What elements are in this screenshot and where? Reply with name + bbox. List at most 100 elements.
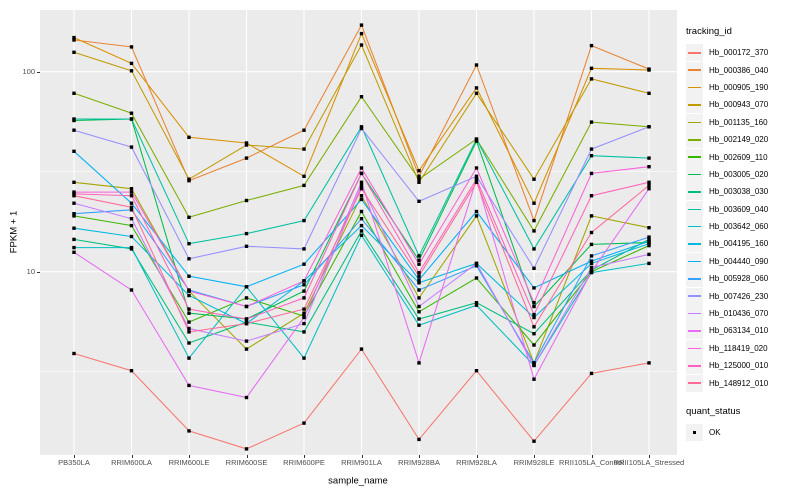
legend-key-line xyxy=(688,86,701,89)
data-point xyxy=(647,91,651,95)
legend-key-swatch xyxy=(686,218,703,236)
data-point xyxy=(532,325,536,329)
legend-label: Hb_000386_040 xyxy=(709,65,769,75)
data-point xyxy=(129,69,134,73)
legend: tracking_id Hb_000172_370 Hb_000386_040 Hb… xyxy=(686,26,768,441)
data-point xyxy=(417,437,421,442)
data-point xyxy=(359,126,364,131)
data-point xyxy=(244,141,249,145)
data-point xyxy=(72,250,76,254)
data-point xyxy=(647,183,651,188)
data-point xyxy=(359,194,364,198)
data-point xyxy=(129,187,134,191)
data-point xyxy=(589,66,594,70)
data-point xyxy=(417,278,421,282)
data-point xyxy=(244,321,249,326)
legend-key-swatch xyxy=(686,339,703,357)
data-point xyxy=(647,156,651,160)
data-point xyxy=(187,311,191,315)
data-point xyxy=(129,288,134,292)
data-point xyxy=(417,180,421,184)
data-point xyxy=(589,261,594,266)
data-point xyxy=(359,229,364,233)
data-point xyxy=(589,242,594,247)
data-point xyxy=(589,254,594,258)
data-point xyxy=(589,43,594,48)
data-point xyxy=(589,265,594,270)
x-tick-label: RRII105LA_Control xyxy=(558,458,625,467)
data-point xyxy=(647,180,651,184)
y-tick-mark xyxy=(37,271,40,273)
data-point xyxy=(474,369,479,373)
data-point xyxy=(187,242,191,246)
data-point xyxy=(532,201,536,205)
legend-key-swatch xyxy=(686,148,703,166)
data-point xyxy=(474,264,479,268)
data-point xyxy=(417,262,421,266)
legend-key-line xyxy=(688,312,701,315)
legend-key-swatch xyxy=(686,357,703,375)
data-point xyxy=(589,120,594,124)
x-tick-mark xyxy=(74,455,75,458)
data-point xyxy=(244,447,249,451)
legend-key-swatch xyxy=(686,287,703,305)
legend-entry-Hb_000905_190: Hb_000905_190 xyxy=(686,78,768,96)
data-point xyxy=(187,320,191,324)
x-tick-label: RRIM928BA xyxy=(398,458,440,467)
data-point xyxy=(244,244,249,248)
data-point xyxy=(589,214,594,218)
data-point xyxy=(302,307,306,311)
data-point xyxy=(244,285,249,289)
data-point xyxy=(359,197,364,202)
data-point xyxy=(187,135,191,139)
data-point xyxy=(302,247,306,251)
x-tick-label: RRIM928LA xyxy=(456,458,497,467)
data-point xyxy=(359,31,364,36)
data-point xyxy=(129,369,134,373)
data-point xyxy=(302,218,306,223)
legend-key-line xyxy=(688,69,701,71)
legend-key-line xyxy=(688,347,701,350)
legend-label: Hb_007426_230 xyxy=(709,291,769,301)
y-axis-title: FPKM + 1 xyxy=(8,210,20,254)
data-point xyxy=(589,154,594,158)
data-point xyxy=(474,180,479,184)
x-tick-mark xyxy=(649,455,650,458)
data-point xyxy=(532,247,536,251)
data-point xyxy=(72,190,76,194)
legend-key-swatch xyxy=(686,305,703,323)
data-point xyxy=(187,177,191,181)
data-point xyxy=(72,91,76,95)
data-point xyxy=(474,63,479,67)
data-point xyxy=(417,270,421,275)
data-point xyxy=(244,347,249,351)
data-point xyxy=(72,226,76,230)
legend-key-line xyxy=(688,260,701,263)
data-point xyxy=(417,169,421,173)
data-point xyxy=(187,383,191,388)
data-point xyxy=(359,95,364,99)
legend-entry-Hb_063134_010: Hb_063134_010 xyxy=(686,322,768,340)
data-point xyxy=(187,274,191,278)
legend-entry-Hb_118419_020: Hb_118419_020 xyxy=(686,339,768,357)
data-point xyxy=(647,235,651,239)
data-point xyxy=(129,217,134,221)
data-point xyxy=(417,317,421,321)
legend-key-line xyxy=(688,104,701,106)
legend-label: Hb_003609_040 xyxy=(709,204,769,214)
data-point xyxy=(532,439,536,443)
legend-key-line xyxy=(688,121,701,124)
x-tick-mark xyxy=(591,455,593,458)
data-point xyxy=(532,361,536,365)
legend-entry-Hb_007426_230: Hb_007426_230 xyxy=(686,287,769,305)
data-point xyxy=(417,310,421,314)
legend-key-swatch xyxy=(686,61,703,79)
data-point xyxy=(72,192,76,196)
data-point xyxy=(359,43,364,47)
data-point xyxy=(359,233,364,237)
x-tick-label: RRIM928LE xyxy=(513,458,555,467)
x-tick-mark xyxy=(534,455,535,458)
data-point xyxy=(302,183,306,188)
plot-panel xyxy=(40,10,677,455)
legend-key-swatch xyxy=(686,252,703,270)
